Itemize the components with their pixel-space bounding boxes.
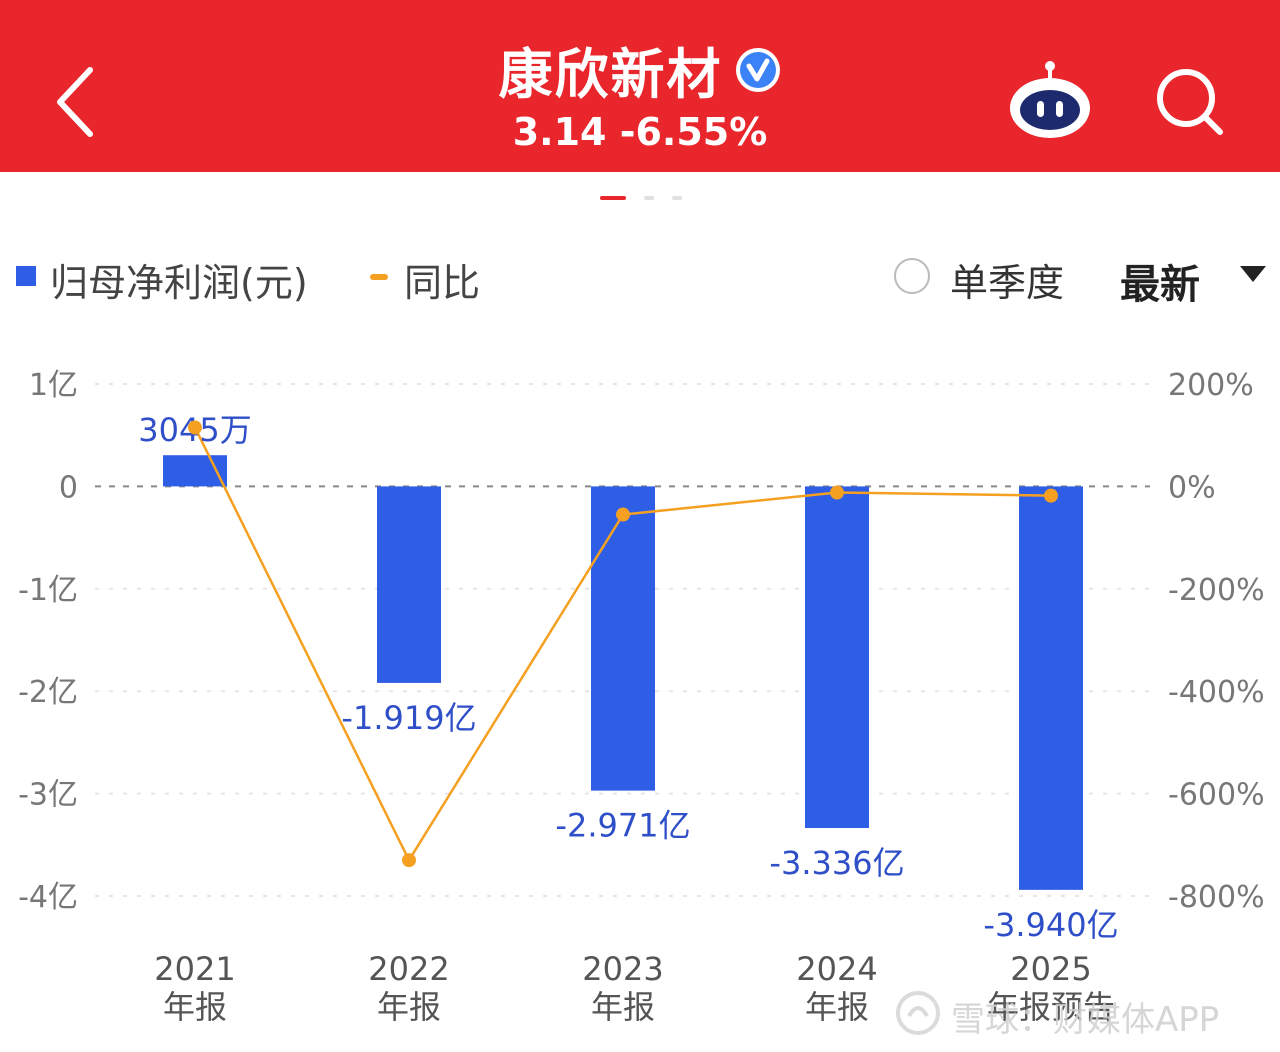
chevron-left-icon bbox=[57, 67, 93, 137]
legend-line-swatch bbox=[370, 274, 388, 280]
legend-line-label: 同比 bbox=[404, 261, 481, 305]
watermark-text: 雪球：财媒体APP bbox=[951, 1000, 1220, 1040]
yoy-point bbox=[188, 420, 202, 435]
chart-svg: 1亿 200% 0 0% -1亿 -200% -2亿 -400% -3亿 -600% -4亿 -800… bbox=[18, 368, 1265, 1026]
left-axis-tick-label: -2亿 bbox=[18, 675, 78, 710]
x-axis-tick-label: 2021 bbox=[154, 950, 235, 988]
radio-circle-icon bbox=[894, 258, 930, 294]
yoy-point bbox=[830, 485, 844, 500]
x-axis-tick-label: 年报 bbox=[163, 988, 227, 1026]
bar-data-label: -3.940亿 bbox=[983, 906, 1118, 944]
legend-bar-swatch bbox=[16, 266, 36, 286]
left-axis-tick-label: -3亿 bbox=[18, 778, 78, 813]
pager-dot bbox=[644, 196, 654, 200]
left-axis-tick-label: -1亿 bbox=[18, 573, 78, 608]
search-button[interactable] bbox=[1150, 62, 1230, 142]
right-axis-tick-label: 0% bbox=[1168, 470, 1216, 505]
title-wrap: 康欣新材 bbox=[0, 30, 1280, 109]
left-axis-tick-label: 1亿 bbox=[29, 368, 78, 403]
right-axis-tick-label: -400% bbox=[1168, 675, 1265, 710]
bar-data-label: -2.971亿 bbox=[555, 807, 690, 845]
header-bar: 康欣新材 3.14 -6.55% bbox=[0, 0, 1280, 172]
search-icon bbox=[1157, 69, 1223, 135]
net-profit-chart: 1亿 200% 0 0% -1亿 -200% -2亿 -400% -3亿 -600% -4亿 -800… bbox=[0, 340, 1280, 1052]
x-axis-tick-label: 年报 bbox=[805, 988, 869, 1026]
bar-data-label: -1.919亿 bbox=[341, 699, 476, 737]
legend-bar-label: 归母净利润(元) bbox=[50, 261, 308, 305]
right-axis-tick-label: -200% bbox=[1168, 573, 1265, 608]
robot-icon bbox=[1010, 61, 1090, 138]
caret-down-icon bbox=[1240, 266, 1266, 282]
x-axis-tick-label: 2024 bbox=[796, 950, 877, 988]
x-axis-tick-label: 年报 bbox=[591, 988, 655, 1026]
back-button[interactable] bbox=[48, 62, 108, 142]
left-axis-tick-label: -4亿 bbox=[18, 880, 78, 915]
bar bbox=[1019, 486, 1083, 890]
x-axis-tick-label: 年报 bbox=[377, 988, 441, 1026]
bar bbox=[805, 486, 869, 829]
yoy-point bbox=[1044, 488, 1058, 503]
right-axis-tick-label: 200% bbox=[1168, 368, 1254, 403]
period-select-value: 最新 bbox=[1120, 262, 1200, 308]
price-change: 3.14 -6.55% bbox=[512, 110, 768, 154]
bar-data-label: -3.336亿 bbox=[769, 844, 904, 882]
right-axis-tick-label: -600% bbox=[1168, 778, 1265, 813]
bar bbox=[377, 486, 441, 683]
yoy-point bbox=[616, 507, 630, 522]
yoy-point bbox=[402, 853, 416, 868]
xueqiu-logo-icon bbox=[896, 991, 940, 1035]
x-axis-tick-label: 年报预告 bbox=[987, 988, 1115, 1026]
assistant-button[interactable] bbox=[1005, 58, 1095, 142]
stock-name: 康欣新材 bbox=[498, 43, 723, 106]
x-axis-tick-label: 2023 bbox=[582, 950, 663, 988]
x-axis-tick-label: 2025 bbox=[1010, 950, 1091, 988]
x-axis-tick-label: 2022 bbox=[368, 950, 449, 988]
chart-legend-row: 归母净利润(元) 同比 单季度 最新 bbox=[0, 248, 1280, 308]
single-quarter-label: 单季度 bbox=[950, 261, 1065, 305]
right-axis-tick-label: -800% bbox=[1168, 880, 1265, 915]
left-axis-tick-label: 0 bbox=[59, 470, 78, 505]
pager-dot bbox=[672, 196, 682, 200]
bar bbox=[591, 486, 655, 791]
verified-badge-icon bbox=[735, 47, 780, 92]
pager-dot-active bbox=[600, 196, 626, 200]
